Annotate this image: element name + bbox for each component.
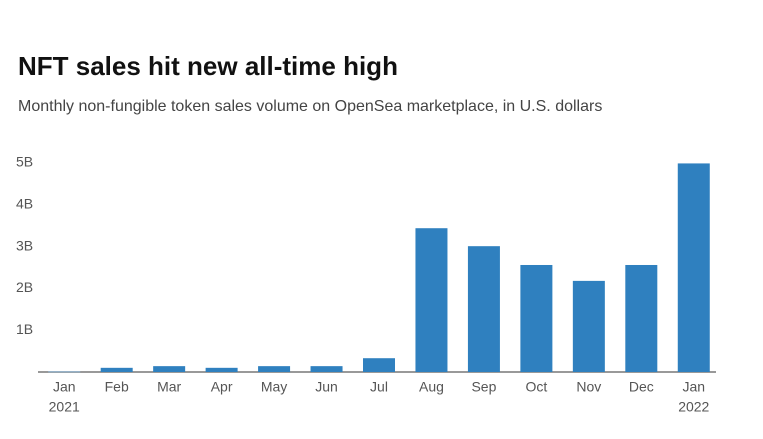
y-tick-label: 4B [16,196,33,212]
x-tick-label: Mar [157,379,181,395]
x-tick-label: Dec [629,379,654,395]
chart-subtitle: Monthly non-fungible token sales volume … [18,98,602,115]
year-label: 2021 [49,399,80,415]
year-label: 2022 [678,399,709,415]
x-tick-label: Jan [53,379,76,395]
bar [677,163,710,372]
bar [520,264,553,372]
bar [415,228,448,372]
chart-title: NFT sales hit new all-time high [18,51,398,81]
x-tick-label: Apr [211,379,233,395]
x-tick-label: Feb [105,379,129,395]
bar [258,366,291,372]
bar [48,371,81,373]
bar [625,264,658,372]
x-tick-label: Sep [471,379,496,395]
x-tick-label: Jan [682,379,705,395]
x-tick-label: Aug [419,379,444,395]
y-tick-label: 2B [16,279,33,295]
y-tick-label: 3B [16,237,33,253]
x-tick-label: Jun [315,379,338,395]
y-tick-label: 5B [16,154,33,170]
x-tick-label: Jul [370,379,388,395]
y-tick-label: 1B [16,321,33,337]
bar [363,358,395,372]
bar [153,366,186,372]
bar [100,367,133,372]
bar [205,367,238,372]
x-tick-label: May [261,379,287,395]
x-tick-label: Oct [525,379,547,395]
bar [467,246,500,372]
bar [572,280,605,372]
bar [310,366,343,372]
x-tick-label: Nov [576,379,601,395]
